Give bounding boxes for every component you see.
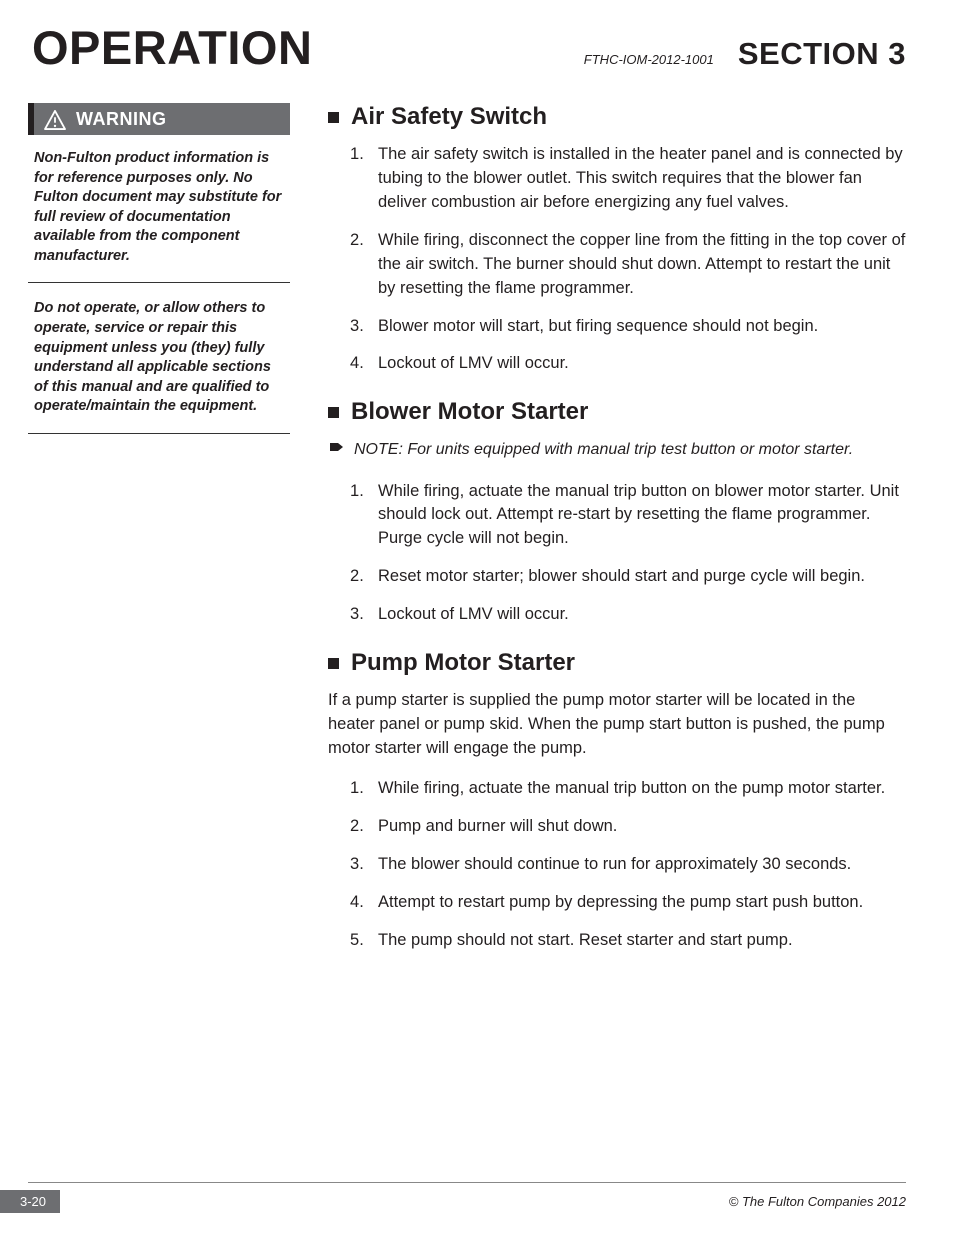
page-number: 3-20 bbox=[0, 1190, 60, 1213]
step-list: The air safety switch is installed in th… bbox=[328, 143, 906, 376]
step-list: While firing, actuate the manual trip bu… bbox=[328, 480, 906, 628]
list-item: Reset motor starter; blower should start… bbox=[350, 565, 906, 589]
subsection-title: Pump Motor Starter bbox=[351, 649, 575, 677]
note-text: NOTE: For units equipped with manual tri… bbox=[354, 438, 853, 461]
intro-paragraph: If a pump starter is supplied the pump m… bbox=[328, 689, 906, 761]
document-id: FTHC-IOM-2012-1001 bbox=[584, 52, 714, 67]
warning-icon bbox=[44, 110, 66, 130]
header-right: FTHC-IOM-2012-1001 SECTION 3 bbox=[584, 36, 906, 72]
step-list: While firing, actuate the manual trip bu… bbox=[328, 777, 906, 953]
square-bullet-icon bbox=[328, 112, 339, 123]
list-item: While firing, disconnect the copper line… bbox=[350, 229, 906, 301]
list-item: While firing, actuate the manual trip bu… bbox=[350, 777, 906, 801]
copyright: © The Fulton Companies 2012 bbox=[729, 1194, 906, 1209]
list-item: The blower should continue to run for ap… bbox=[350, 853, 906, 877]
list-item: Lockout of LMV will occur. bbox=[350, 603, 906, 627]
footer-rule bbox=[28, 1182, 906, 1183]
sidebar: WARNING Non-Fulton product information i… bbox=[28, 103, 290, 450]
body-columns: WARNING Non-Fulton product information i… bbox=[28, 103, 906, 975]
subsection-heading: Blower Motor Starter bbox=[328, 398, 906, 426]
list-item: The air safety switch is installed in th… bbox=[350, 143, 906, 215]
subsection-heading: Pump Motor Starter bbox=[328, 649, 906, 677]
subsection-title: Blower Motor Starter bbox=[351, 398, 588, 426]
page: OPERATION FTHC-IOM-2012-1001 SECTION 3 W… bbox=[0, 0, 954, 1235]
square-bullet-icon bbox=[328, 407, 339, 418]
list-item: Attempt to restart pump by depressing th… bbox=[350, 891, 906, 915]
tag-icon bbox=[330, 441, 344, 453]
page-header: OPERATION FTHC-IOM-2012-1001 SECTION 3 bbox=[28, 20, 906, 75]
footer: 3-20 © The Fulton Companies 2012 bbox=[0, 1190, 906, 1213]
list-item: Pump and burner will shut down. bbox=[350, 815, 906, 839]
square-bullet-icon bbox=[328, 658, 339, 669]
subsection-heading: Air Safety Switch bbox=[328, 103, 906, 131]
list-item: Blower motor will start, but firing sequ… bbox=[350, 315, 906, 339]
warning-label: WARNING bbox=[76, 109, 167, 130]
main-content: Air Safety Switch The air safety switch … bbox=[328, 103, 906, 975]
note-row: NOTE: For units equipped with manual tri… bbox=[330, 438, 906, 461]
subsection-title: Air Safety Switch bbox=[351, 103, 547, 131]
list-item: While firing, actuate the manual trip bu… bbox=[350, 480, 906, 552]
subsection-pump: Pump Motor Starter If a pump starter is … bbox=[328, 649, 906, 952]
list-item: Lockout of LMV will occur. bbox=[350, 352, 906, 376]
page-title: OPERATION bbox=[32, 20, 312, 75]
list-item: The pump should not start. Reset starter… bbox=[350, 929, 906, 953]
section-label: SECTION 3 bbox=[738, 36, 906, 72]
warning-banner: WARNING bbox=[28, 103, 290, 135]
warning-paragraph: Do not operate, or allow others to opera… bbox=[28, 299, 290, 433]
warning-paragraph: Non-Fulton product information is for re… bbox=[28, 149, 290, 283]
subsection-blower: Blower Motor Starter NOTE: For units equ… bbox=[328, 398, 906, 627]
subsection-air-safety: Air Safety Switch The air safety switch … bbox=[328, 103, 906, 376]
